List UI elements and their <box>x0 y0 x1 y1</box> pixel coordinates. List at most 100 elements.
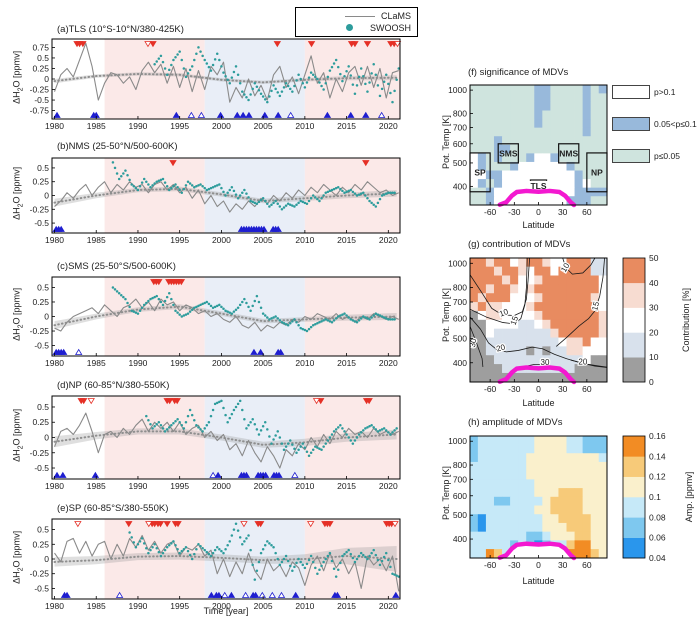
colorbar-tick-label: 0 <box>649 377 654 387</box>
swoosh-dot <box>155 546 158 550</box>
heatmap-cell <box>574 531 584 541</box>
y-tick-label: 500 <box>453 158 467 168</box>
heatmap-cell <box>502 531 511 541</box>
swoosh-dot <box>111 286 115 289</box>
panel-e-title: (e)SP (60-85°S/380-550K) <box>57 503 169 514</box>
heatmap-cell <box>477 136 487 146</box>
swoosh-dot <box>355 436 359 439</box>
heatmap-cell <box>582 531 592 541</box>
swoosh-dot <box>188 408 192 412</box>
heatmap-cell <box>493 187 503 197</box>
heatmap-cell <box>542 119 551 129</box>
heatmap-cell <box>542 266 551 276</box>
swoosh-dot <box>165 185 169 188</box>
panel-d-title: (d)NP (60-85°N/380-550K) <box>57 380 170 391</box>
swoosh-dot <box>366 426 369 429</box>
swoosh-dot <box>188 310 192 313</box>
heatmap-cell <box>477 488 487 498</box>
heatmap-cell <box>558 257 567 268</box>
swoosh-dot <box>341 554 344 558</box>
swoosh-dot <box>241 408 244 412</box>
red-triangle-marker <box>306 521 315 528</box>
heatmap-cell <box>485 310 495 321</box>
heatmap-cell <box>534 275 543 285</box>
heatmap-cell <box>598 444 608 454</box>
heatmap-cell <box>510 153 519 163</box>
heatmap-cell <box>518 531 527 541</box>
heatmap-cell <box>469 461 479 472</box>
swoosh-dot <box>190 184 194 187</box>
blue-triangle-marker <box>377 111 386 118</box>
heatmap-cell <box>469 302 479 312</box>
heatmap-cell <box>574 319 584 330</box>
blue-triangle-marker <box>53 471 61 478</box>
swoosh-dot <box>345 70 348 73</box>
y-tick-label: 700 <box>453 297 467 307</box>
heatmap-cell <box>502 328 511 338</box>
swoosh-dot <box>318 321 321 324</box>
swoosh-dot <box>211 408 215 412</box>
swoosh-dot <box>236 529 240 532</box>
heatmap-cell <box>558 127 567 137</box>
swoosh-dot <box>305 202 309 206</box>
heatmap-grid <box>469 435 608 559</box>
swoosh-dot <box>357 319 361 322</box>
heatmap-cell <box>526 101 535 111</box>
heatmap-cell <box>485 540 495 550</box>
heatmap-cell <box>502 101 511 111</box>
swoosh-dot <box>359 431 363 434</box>
swoosh-dot <box>172 303 175 307</box>
swoosh-dot <box>159 178 163 182</box>
swoosh-dot <box>282 86 286 89</box>
swoosh-dot <box>357 75 361 79</box>
red-triangle-marker <box>312 398 321 405</box>
swoosh-dots <box>153 46 400 104</box>
heatmap-cell <box>534 531 543 541</box>
swoosh-dot <box>278 436 282 439</box>
heatmap-cell <box>510 435 519 445</box>
blue-triangle-marker <box>245 111 253 118</box>
heatmap-cell <box>582 364 592 374</box>
swoosh-dot <box>163 430 167 433</box>
swoosh-dot <box>272 438 275 441</box>
swoosh-dot <box>339 187 342 191</box>
swoosh-dot <box>280 442 284 445</box>
heatmap-cell <box>550 136 559 146</box>
swoosh-dot <box>366 557 369 561</box>
swoosh-dot <box>197 46 200 49</box>
red-triangle-marker <box>362 160 370 167</box>
swoosh-dot <box>389 318 392 321</box>
swoosh-dot <box>289 564 292 568</box>
f-legend-p-gt: p>0.1 <box>612 85 676 99</box>
swoosh-dot <box>170 297 173 301</box>
heatmap-cell <box>485 522 495 533</box>
swoosh-dot <box>228 540 232 543</box>
heatmap-cell <box>518 372 527 383</box>
heatmap-cell <box>518 144 527 154</box>
swoosh-dot <box>397 575 400 578</box>
colorbar-segment <box>623 307 645 333</box>
swoosh-dot <box>380 194 384 197</box>
heatmap-cell <box>598 453 608 463</box>
heatmap-cell <box>542 372 551 383</box>
swoosh-dot <box>307 199 311 203</box>
swoosh-dot <box>195 547 198 551</box>
swoosh-dot <box>314 566 317 570</box>
swoosh-dot <box>362 191 365 194</box>
swoosh-dot <box>255 428 259 431</box>
swoosh-dot <box>176 417 179 421</box>
swoosh-dot <box>163 299 167 303</box>
swoosh-dot <box>128 531 131 534</box>
swoosh-dot <box>387 558 390 562</box>
swoosh-dot <box>247 196 250 199</box>
heatmap-cell <box>493 110 503 120</box>
swoosh-dot <box>270 442 273 445</box>
heatmap-cell <box>582 328 592 338</box>
swoosh-dot <box>318 568 321 572</box>
panel-g-title: (g) contribution of MDVs <box>468 239 571 250</box>
heatmap-cell <box>574 444 584 454</box>
swoosh-dot <box>195 424 198 427</box>
swoosh-dot <box>326 554 330 558</box>
swoosh-dot <box>178 50 181 53</box>
swoosh-dot <box>311 194 315 197</box>
